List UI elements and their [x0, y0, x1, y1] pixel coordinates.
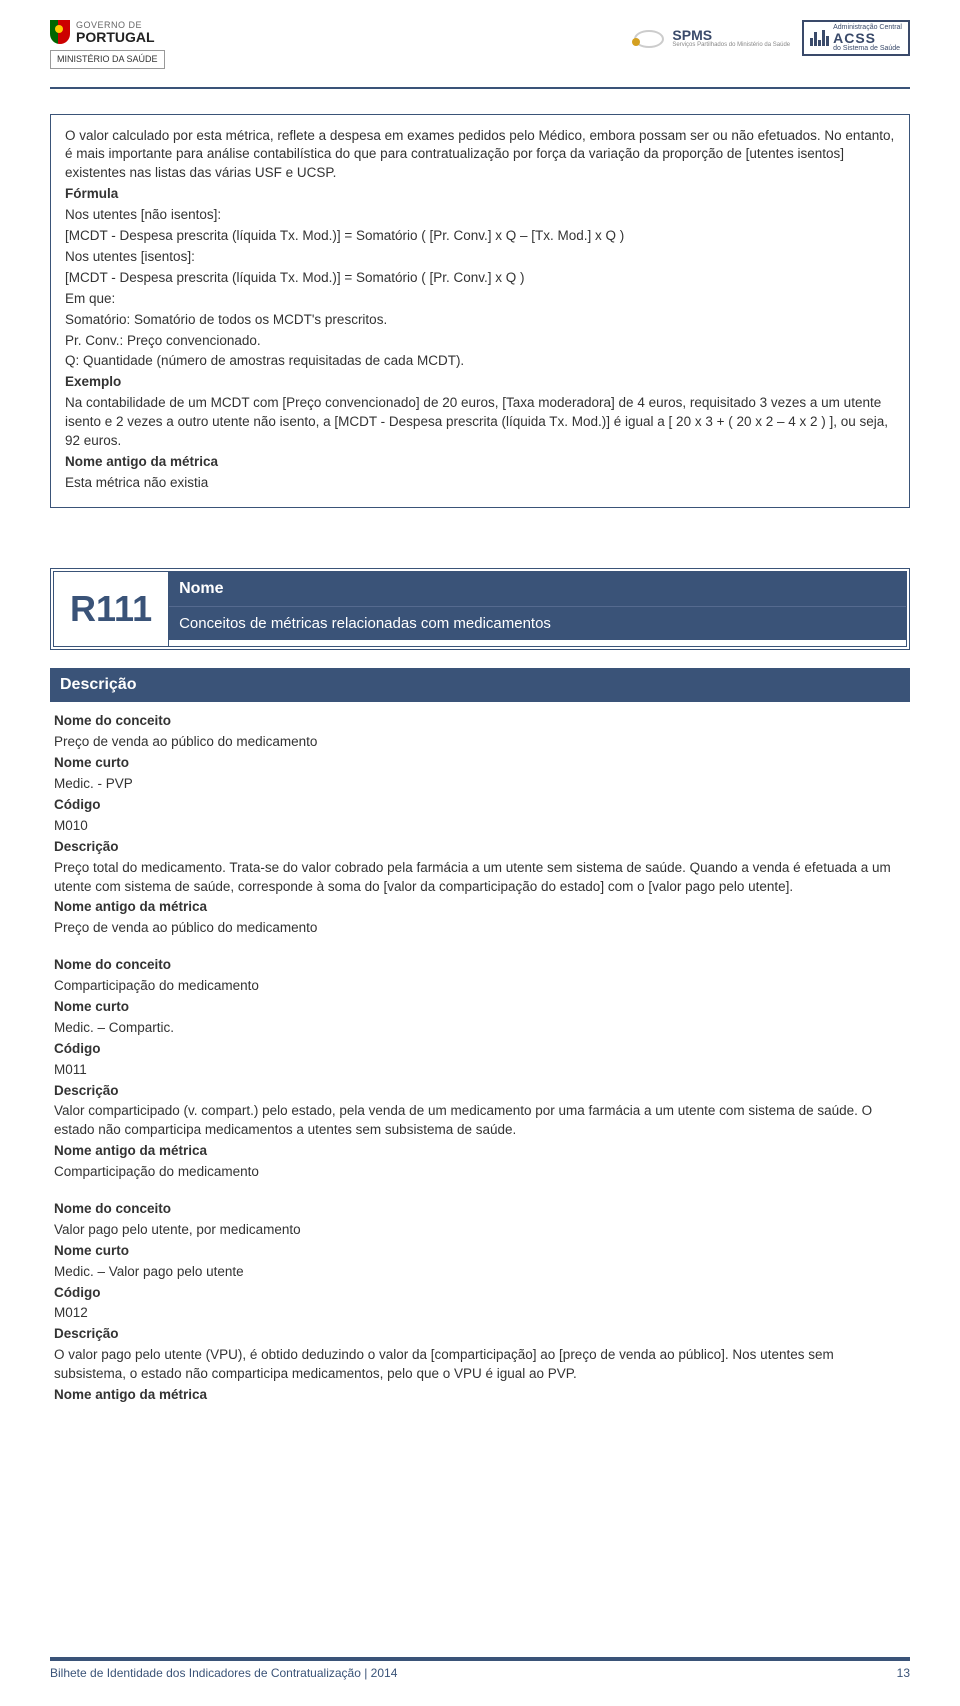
- nome-conceito-value: Preço de venda ao público do medicamento: [54, 733, 906, 752]
- page-header: GOVERNO DE PORTUGAL MINISTÉRIO DA SAÚDE …: [50, 20, 910, 77]
- nome-conceito-label: Nome do conceito: [54, 1200, 906, 1219]
- nome-antigo-text: Esta métrica não existia: [65, 474, 895, 493]
- nome-antigo-value: Comparticipação do medicamento: [54, 1163, 906, 1182]
- formula-line-7: Pr. Conv.: Preço convencionado.: [65, 332, 895, 351]
- ministerio-label: MINISTÉRIO DA SAÚDE: [50, 50, 165, 69]
- code-block: R111 Nome Conceitos de métricas relacion…: [50, 568, 910, 650]
- descricao-value: Valor comparticipado (v. compart.) pelo …: [54, 1102, 906, 1140]
- acss-main: ACSS: [833, 31, 902, 45]
- nome-curto-value: Medic. – Valor pago pelo utente: [54, 1263, 906, 1282]
- formula-label: Fórmula: [65, 185, 895, 204]
- formula-line-4: [MCDT - Despesa prescrita (líquida Tx. M…: [65, 269, 895, 288]
- spms-title: SPMS: [672, 28, 790, 42]
- nome-curto-value: Medic. – Compartic.: [54, 1019, 906, 1038]
- nome-label: Nome: [169, 572, 906, 606]
- codigo-value: M011: [54, 1061, 906, 1080]
- gov-portugal-logo: GOVERNO DE PORTUGAL: [50, 20, 165, 44]
- footer-page-number: 13: [897, 1665, 910, 1682]
- footer-left: Bilhete de Identidade dos Indicadores de…: [50, 1665, 397, 1682]
- spms-sub: Serviços Partilhados do Ministério da Sa…: [672, 42, 790, 48]
- descricao-label: Descrição: [54, 1082, 906, 1101]
- formula-line-2: [MCDT - Despesa prescrita (líquida Tx. M…: [65, 227, 895, 246]
- portugal-shield-icon: [50, 20, 70, 44]
- descricao-header: Descrição: [50, 668, 910, 702]
- code-id: R111: [54, 572, 169, 646]
- footer-row: Bilhete de Identidade dos Indicadores de…: [50, 1665, 910, 1682]
- nome-curto-value: Medic. - PVP: [54, 775, 906, 794]
- page-footer: Bilhete de Identidade dos Indicadores de…: [50, 1657, 910, 1682]
- nome-conceito-value: Comparticipação do medicamento: [54, 977, 906, 996]
- exemplo-label: Exemplo: [65, 373, 895, 392]
- codigo-label: Código: [54, 1040, 906, 1059]
- descricao-value: Preço total do medicamento. Trata-se do …: [54, 859, 906, 897]
- nome-antigo-value: Preço de venda ao público do medicamento: [54, 919, 906, 938]
- spms-icon: [632, 24, 666, 52]
- nome-curto-label: Nome curto: [54, 998, 906, 1017]
- nome-text: Conceitos de métricas relacionadas com m…: [169, 606, 906, 640]
- acss-text: Administração Central ACSS do Sistema de…: [833, 24, 902, 52]
- intro-paragraph: O valor calculado por esta métrica, refl…: [65, 127, 895, 184]
- codigo-label: Código: [54, 796, 906, 815]
- formula-line-3: Nos utentes [isentos]:: [65, 248, 895, 267]
- acss-bars-icon: [810, 30, 829, 46]
- nome-curto-label: Nome curto: [54, 1242, 906, 1261]
- header-left: GOVERNO DE PORTUGAL MINISTÉRIO DA SAÚDE: [50, 20, 165, 69]
- nome-antigo-label: Nome antigo da métrica: [65, 453, 895, 472]
- spms-logo: SPMS Serviços Partilhados do Ministério …: [632, 24, 790, 52]
- formula-line-5: Em que:: [65, 290, 895, 309]
- formula-line-6: Somatório: Somatório de todos os MCDT's …: [65, 311, 895, 330]
- acss-bottom: do Sistema de Saúde: [833, 45, 902, 52]
- header-divider: [50, 87, 910, 89]
- code-right: Nome Conceitos de métricas relacionadas …: [169, 572, 906, 646]
- formula-box: O valor calculado por esta métrica, refl…: [50, 114, 910, 508]
- descricao-label: Descrição: [54, 838, 906, 857]
- exemplo-text: Na contabilidade de um MCDT com [Preço c…: [65, 394, 895, 451]
- nome-antigo-label: Nome antigo da métrica: [54, 1142, 906, 1161]
- concept-2: Nome do conceito Comparticipação do medi…: [50, 956, 910, 1182]
- codigo-value: M010: [54, 817, 906, 836]
- codigo-value: M012: [54, 1304, 906, 1323]
- codigo-label: Código: [54, 1284, 906, 1303]
- nome-curto-label: Nome curto: [54, 754, 906, 773]
- concept-3: Nome do conceito Valor pago pelo utente,…: [50, 1200, 910, 1405]
- header-right: SPMS Serviços Partilhados do Ministério …: [632, 20, 910, 56]
- nome-conceito-label: Nome do conceito: [54, 956, 906, 975]
- gov-text: GOVERNO DE PORTUGAL: [76, 21, 155, 44]
- nome-antigo-label: Nome antigo da métrica: [54, 1386, 906, 1405]
- descricao-label: Descrição: [54, 1325, 906, 1344]
- footer-divider: [50, 1657, 910, 1661]
- formula-line-1: Nos utentes [não isentos]:: [65, 206, 895, 225]
- spms-text: SPMS Serviços Partilhados do Ministério …: [672, 28, 790, 48]
- formula-line-8: Q: Quantidade (número de amostras requis…: [65, 352, 895, 371]
- acss-logo: Administração Central ACSS do Sistema de…: [802, 20, 910, 56]
- descricao-value: O valor pago pelo utente (VPU), é obtido…: [54, 1346, 906, 1384]
- concept-1: Nome do conceito Preço de venda ao públi…: [50, 712, 910, 938]
- gov-line2: PORTUGAL: [76, 30, 155, 44]
- nome-antigo-label: Nome antigo da métrica: [54, 898, 906, 917]
- nome-conceito-value: Valor pago pelo utente, por medicamento: [54, 1221, 906, 1240]
- nome-conceito-label: Nome do conceito: [54, 712, 906, 731]
